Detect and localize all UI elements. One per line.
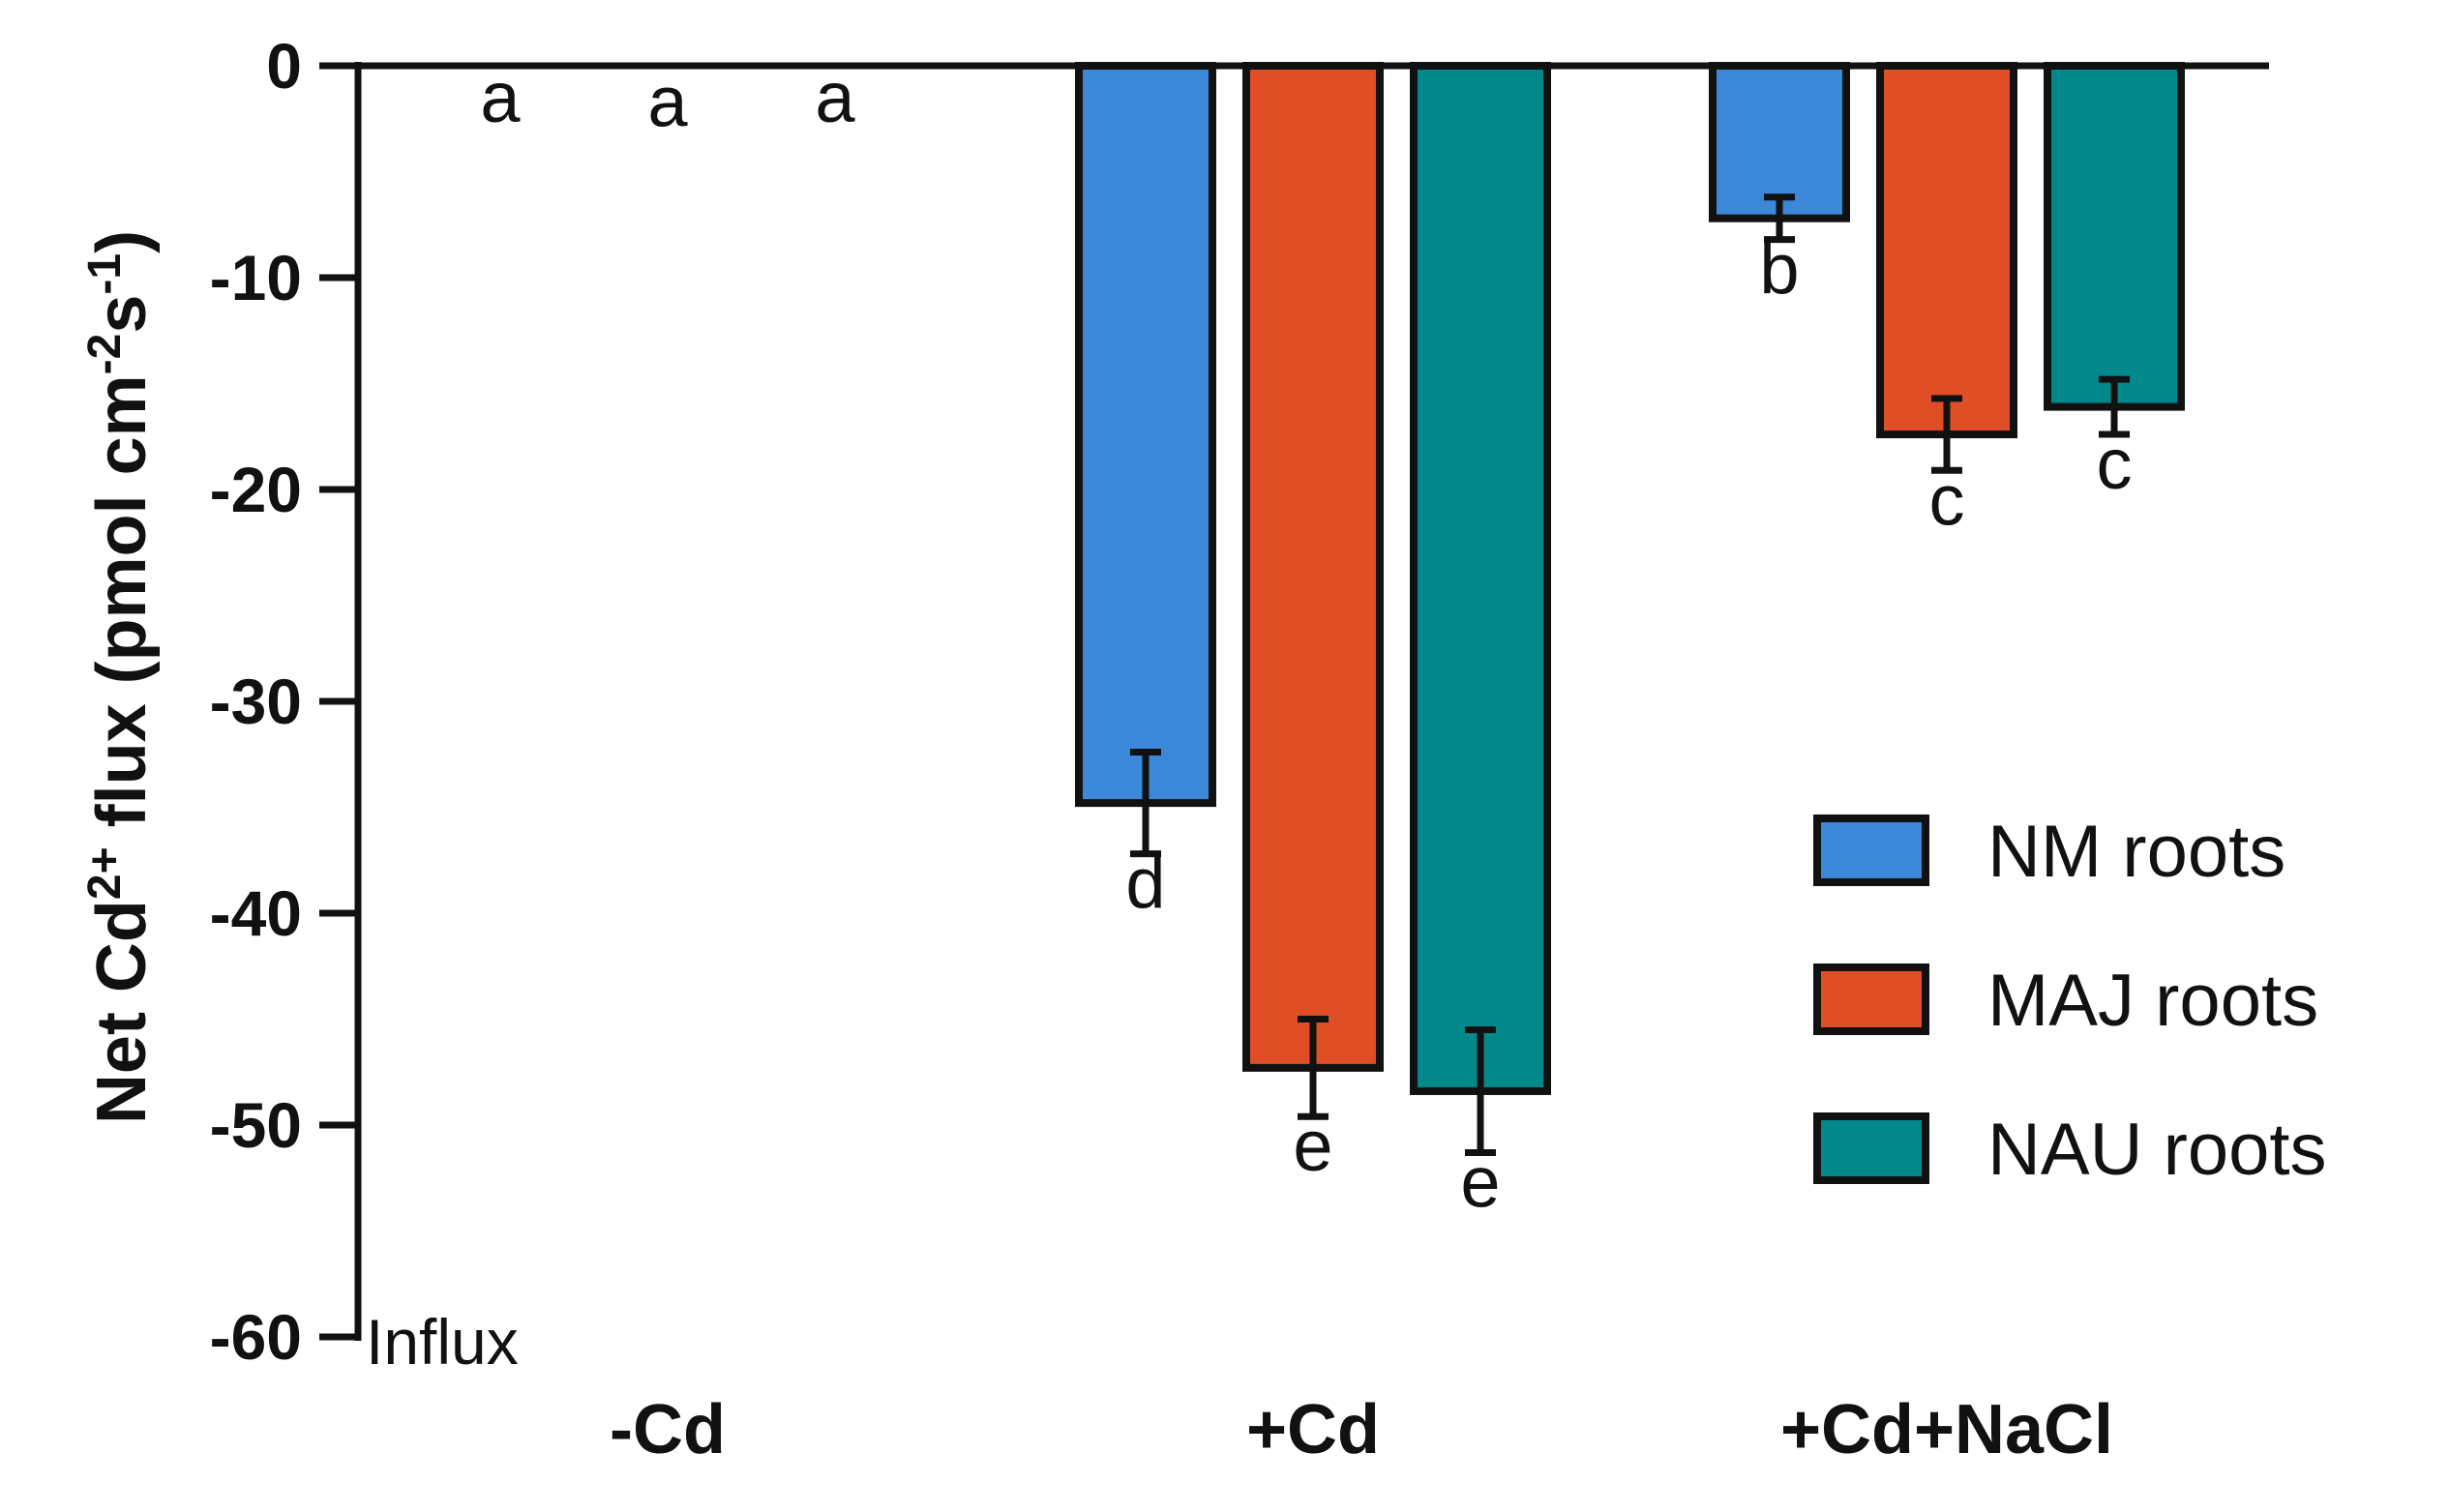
legend-swatch-nau-roots [1813,1112,1929,1184]
labels-layer: a d b a e c a e c [480,57,2132,1222]
legend: NM roots MAJ roots NAU roots [1813,811,2327,1191]
significance-label-maj-roots-0: a [647,61,688,141]
category-label-0: -Cd [610,1391,726,1468]
legend-swatch-nm-roots [1813,815,1929,886]
significance-label-nm-roots-0: a [480,57,521,137]
significance-label-maj-roots-2: c [1929,460,1965,540]
y-axis-title: Net Cd2+ flux (pmol cm-2s-1) [79,230,161,1124]
y-tick-label--60: -60 [210,1301,302,1373]
y-tick-label--20: -20 [210,454,302,525]
influx-annotation: Influx [366,1306,519,1378]
legend-label-nm-roots: NM roots [1987,811,2285,893]
y-tick-label--30: -30 [210,666,302,737]
y-tick-label--50: -50 [210,1089,302,1161]
legend-label-nau-roots: NAU roots [1987,1109,2327,1191]
y-tick-label--10: -10 [210,242,302,313]
bar-nau-roots-1 [1410,62,1551,1095]
significance-label-nm-roots-1: d [1125,844,1165,924]
bars-layer [433,62,2185,1156]
significance-label-nau-roots-0: a [815,57,855,137]
significance-label-maj-roots-1: e [1293,1106,1332,1186]
axes-layer: 0 -10 -20 -30 -40 -50 -60 -Cd +Cd +Cd+NaCl [210,30,2269,1468]
category-label-1: +Cd [1246,1391,1380,1468]
significance-label-nm-roots-2: b [1759,229,1799,310]
legend-label-maj-roots: MAJ roots [1987,960,2318,1042]
significance-label-nau-roots-1: e [1460,1141,1500,1222]
bar-nm-roots-1 [1075,62,1216,808]
bar-nau-roots-2 [2044,62,2185,411]
legend-swatch-maj-roots [1813,964,1929,1035]
category-label-2: +Cd+NaCl [1780,1391,2113,1468]
significance-label-nau-roots-2: c [2097,424,2133,504]
y-tick-label-0: 0 [266,30,302,102]
bar-nm-roots-2 [1709,62,1850,222]
bar-maj-roots-2 [1876,62,2017,439]
bar-maj-roots-1 [1242,62,1384,1072]
y-tick-label--40: -40 [210,877,302,949]
